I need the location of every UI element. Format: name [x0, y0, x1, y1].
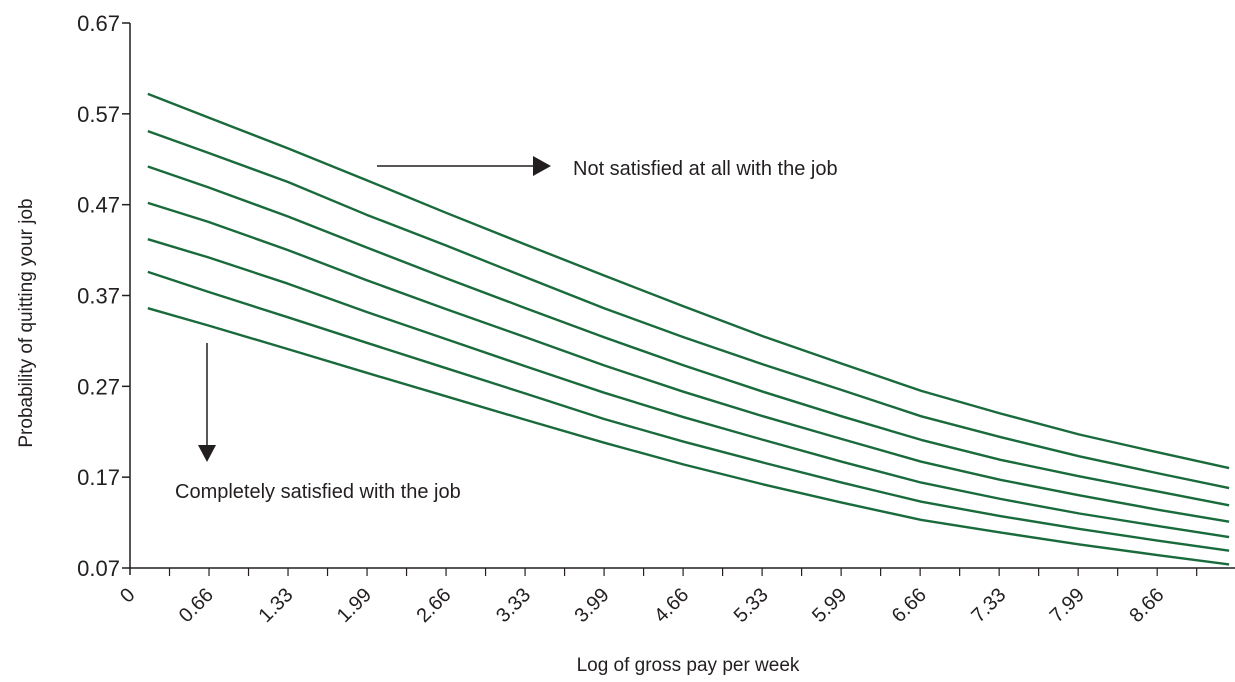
annotation-not-satisfied: Not satisfied at all with the job: [573, 158, 838, 180]
series-lines: [147, 92, 1230, 566]
x-axis-title: Log of gross pay per week: [577, 655, 800, 676]
annotation-arrow-down-head: [198, 445, 216, 462]
y-tick-label: 0.07: [77, 556, 120, 581]
x-tick-label: 7.99: [1046, 584, 1089, 627]
y-tick-label: 0.17: [77, 465, 120, 490]
y-tick-label: 0.57: [77, 102, 120, 127]
x-tick-label: 1.99: [333, 584, 376, 627]
series-line-1: [147, 92, 1230, 470]
x-tick-label: 5.99: [808, 584, 851, 627]
x-tick-label: 0: [116, 584, 139, 607]
x-tick-label: 5.33: [730, 584, 773, 627]
series-line-4: [147, 201, 1230, 523]
y-tick-label: 0.37: [77, 284, 120, 309]
series-line-2: [147, 129, 1230, 490]
series-line-3: [147, 165, 1230, 507]
y-tick-label: 0.67: [77, 11, 120, 36]
series-line-7: [147, 307, 1230, 566]
x-tick-label: 7.33: [967, 584, 1010, 627]
x-axis-ticks: 0 0.66 1.33 1.99 2.66 3.33 3.99 4.66 5.33 5.99 6.6…: [116, 568, 1198, 627]
x-tick-label: 1.33: [254, 584, 297, 627]
y-axis-ticks: 0.07 0.17 0.27 0.37 0.47 0.57 0.67: [77, 11, 130, 581]
x-tick-label: 3.99: [571, 584, 614, 627]
annotations: Not satisfied at all with the job Comple…: [175, 156, 838, 503]
x-tick-label: 8.66: [1125, 584, 1168, 627]
axes: [129, 23, 1235, 575]
y-tick-label: 0.47: [77, 193, 120, 218]
annotation-completely-satisfied: Completely satisfied with the job: [175, 481, 461, 503]
series-line-5: [147, 238, 1230, 539]
y-axis-title: Probability of quitting your job: [16, 198, 37, 447]
series-line-6: [147, 270, 1230, 552]
annotation-arrow-right-head: [533, 156, 551, 176]
x-tick-label: 6.66: [888, 584, 931, 627]
x-tick-label: 3.33: [492, 584, 535, 627]
x-tick-label: 4.66: [650, 584, 693, 627]
y-tick-label: 0.27: [77, 374, 120, 399]
x-tick-label: 2.66: [413, 584, 456, 627]
x-tick-label: 0.66: [175, 584, 218, 627]
